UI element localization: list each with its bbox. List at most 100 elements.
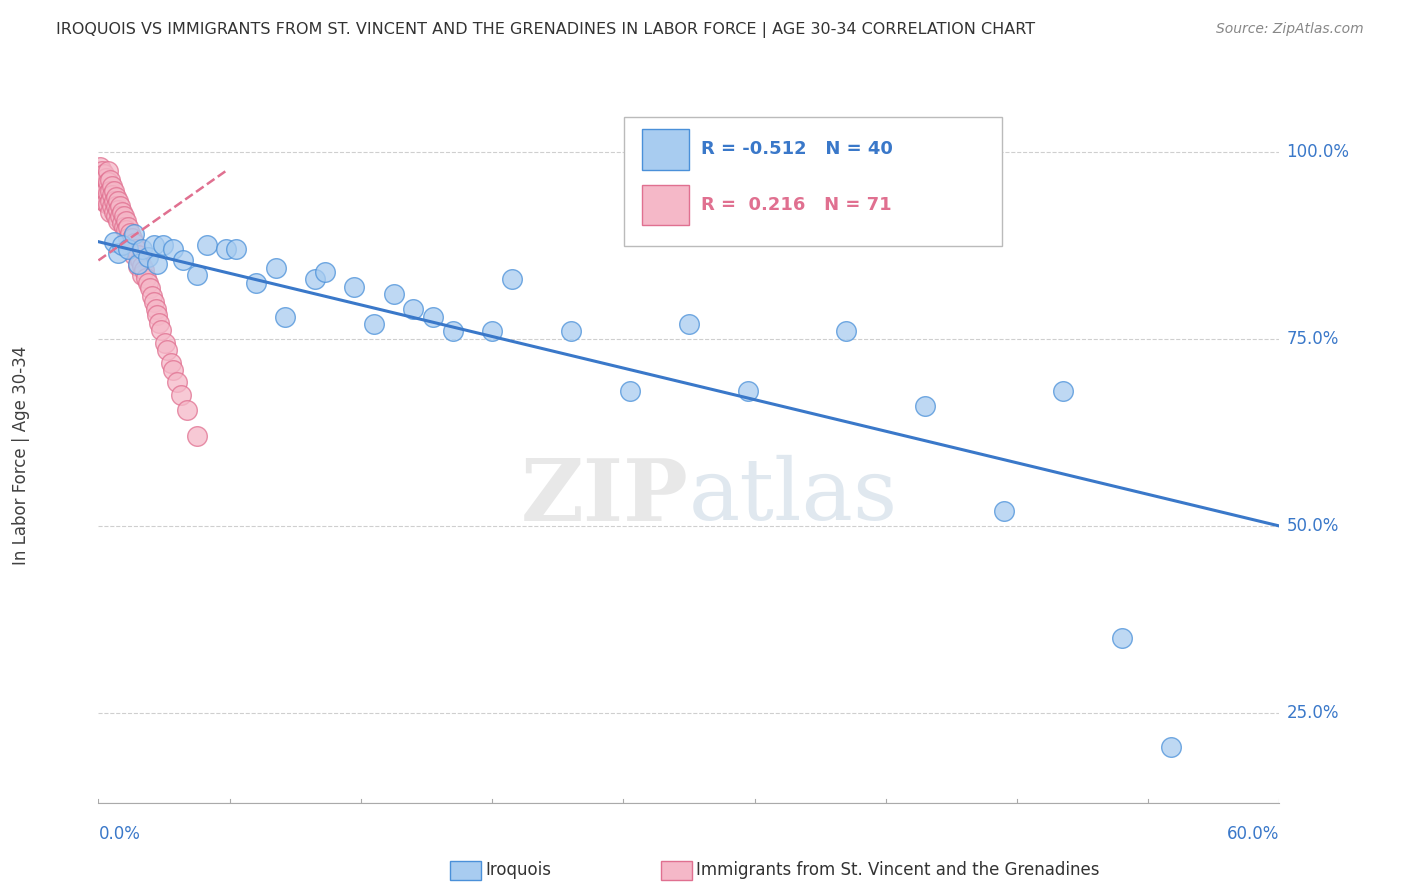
Point [101,188,124,202]
Point [170,388,193,402]
Point [98,194,121,208]
Point [97,163,120,178]
Text: atlas: atlas [689,455,898,538]
Text: 75.0%: 75.0% [1286,330,1339,348]
Point [96,184,118,198]
Point [162,242,184,256]
Point [107,246,129,260]
Point [737,384,759,399]
Point [274,310,297,324]
Point [678,317,700,331]
Point [136,276,159,290]
Point [98,173,121,187]
Point [98,204,121,219]
Point [314,265,336,279]
Point [122,248,145,262]
Point [96,195,118,210]
Point [155,335,177,350]
Point [108,199,131,213]
Bar [641,129,689,169]
Point [117,231,139,245]
Point [176,403,198,417]
Point [136,250,159,264]
Point [93,178,115,193]
Point [128,253,150,268]
Point [111,216,134,230]
Point [107,213,129,227]
Point [105,199,128,213]
Point [117,242,139,256]
Point [225,242,247,256]
Point [111,204,134,219]
Point [186,268,208,283]
Point [402,301,425,316]
Point [132,263,155,277]
Point [135,270,157,285]
Point [117,219,139,234]
Point [304,272,326,286]
Point [363,317,385,331]
Point [127,257,149,271]
Point [1111,631,1133,645]
Point [103,184,125,198]
Text: 25.0%: 25.0% [1286,704,1339,722]
Point [172,253,194,268]
Point [142,294,165,309]
Point [112,219,135,234]
Text: Immigrants from St. Vincent and the Grenadines: Immigrants from St. Vincent and the Gren… [696,861,1099,879]
Point [96,171,118,186]
Point [619,384,641,399]
Point [108,209,131,223]
Text: 100.0%: 100.0% [1286,143,1350,161]
Point [195,238,218,252]
Point [122,236,145,251]
Point [103,235,125,249]
Point [93,186,115,200]
Point [103,204,125,219]
Point [481,325,503,339]
Point [97,197,120,211]
Point [115,223,138,237]
Point [112,209,135,223]
Text: R = -0.512   N = 40: R = -0.512 N = 40 [700,140,893,159]
Point [422,310,444,324]
Point [115,213,138,227]
Point [245,276,267,290]
Point [127,248,149,262]
Point [145,301,167,316]
FancyBboxPatch shape [624,118,1002,246]
Bar [641,185,689,226]
Text: 60.0%: 60.0% [1227,825,1279,843]
Point [146,257,169,271]
Text: Iroquois: Iroquois [485,861,551,879]
Point [835,325,858,339]
Text: R =  0.216   N = 71: R = 0.216 N = 71 [700,196,891,214]
Text: Source: ZipAtlas.com: Source: ZipAtlas.com [1216,22,1364,37]
Point [121,242,143,256]
Point [131,242,153,256]
Point [93,194,115,208]
Point [560,325,582,339]
Point [127,259,149,273]
Point [141,288,163,302]
Point [101,178,124,193]
Point [152,238,174,252]
Text: 0.0%: 0.0% [98,825,141,843]
Point [156,343,179,358]
Point [142,238,165,252]
Point [97,175,120,189]
Point [162,363,184,377]
Point [98,184,121,198]
Point [215,242,238,256]
Point [122,227,145,242]
Point [118,226,141,240]
Point [343,279,366,293]
Point [1160,739,1182,754]
Point [91,163,114,178]
Point [264,260,287,275]
Point [101,199,124,213]
Point [91,178,114,193]
Text: In Labor Force | Age 30-34: In Labor Force | Age 30-34 [13,345,30,565]
Text: 50.0%: 50.0% [1286,517,1339,535]
Point [131,268,153,283]
